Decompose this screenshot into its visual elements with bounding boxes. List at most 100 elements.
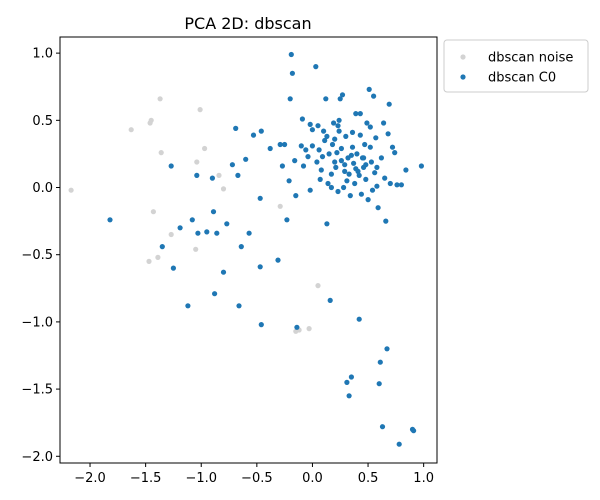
point-s1-75	[343, 133, 349, 139]
point-s1-111	[383, 218, 389, 224]
point-s1-107	[378, 155, 384, 161]
x-tick-label: 0.5	[358, 471, 379, 486]
point-s0-3	[148, 117, 154, 123]
point-s1-20	[238, 244, 244, 250]
point-s1-123	[411, 428, 417, 434]
point-s1-51	[315, 123, 321, 129]
point-s1-9	[204, 229, 210, 235]
point-s1-36	[288, 51, 294, 58]
point-s1-89	[358, 191, 364, 197]
point-s1-17	[233, 125, 239, 131]
point-s1-114	[386, 101, 392, 107]
x-axis: −2.0 −1.5 −1.0 −0.5 0.0 0.5 1.0	[74, 463, 434, 486]
x-tick-label: 1.0	[413, 471, 434, 486]
point-s1-50	[314, 159, 320, 165]
point-s1-32	[282, 141, 288, 148]
point-s1-0	[107, 217, 113, 223]
point-s1-82	[351, 160, 357, 166]
point-s1-142	[374, 164, 380, 170]
y-tick-label: −0.5	[21, 248, 53, 263]
point-s1-81	[349, 144, 356, 150]
point-s1-135	[367, 124, 373, 130]
point-s1-12	[214, 230, 220, 236]
point-s1-48	[309, 127, 315, 133]
point-s1-87	[356, 316, 362, 322]
point-s1-52	[317, 176, 323, 182]
point-s1-109	[381, 120, 387, 126]
point-s1-49	[313, 64, 319, 70]
point-s1-24	[258, 128, 264, 134]
legend-label-0: dbscan noise	[488, 51, 573, 66]
point-s1-69	[336, 117, 342, 123]
x-tick-label: 0.0	[302, 471, 323, 486]
point-s1-58	[324, 221, 330, 227]
point-s1-130	[361, 155, 367, 161]
point-s1-55	[321, 128, 327, 134]
point-s1-8	[195, 230, 201, 236]
point-s1-6	[189, 217, 195, 223]
point-s1-144	[335, 123, 341, 129]
point-s1-132	[332, 159, 338, 165]
point-s0-15	[220, 186, 227, 192]
point-s0-8	[146, 258, 152, 264]
point-s1-3	[170, 265, 176, 271]
point-s0-20	[306, 326, 312, 332]
point-s1-104	[375, 205, 381, 211]
point-s1-80	[348, 374, 354, 380]
point-s1-79	[347, 193, 353, 199]
x-tick-label: −0.5	[241, 471, 273, 486]
point-s1-29	[275, 257, 281, 263]
point-s1-2	[168, 163, 174, 169]
y-tick-label: 0.0	[32, 181, 53, 196]
point-s1-16	[229, 162, 235, 168]
point-s1-83	[352, 180, 358, 187]
point-s1-98	[368, 159, 374, 165]
point-s1-62	[328, 171, 334, 177]
series-0	[68, 96, 321, 334]
point-s1-43	[300, 163, 307, 169]
point-s1-139	[338, 145, 344, 152]
point-s1-76	[344, 379, 350, 385]
point-s1-97	[367, 144, 373, 150]
point-s1-68	[335, 188, 341, 195]
point-s1-5	[185, 303, 191, 309]
point-s1-1	[159, 244, 165, 250]
point-s1-44	[303, 147, 309, 153]
point-s1-143	[346, 393, 352, 399]
point-s0-14	[216, 172, 222, 178]
point-s0-13	[193, 246, 199, 252]
point-s1-27	[258, 322, 264, 328]
point-s1-126	[324, 133, 330, 139]
point-s1-61	[327, 297, 333, 303]
chart-title: PCA 2D: dbscan	[184, 14, 311, 33]
point-s1-116	[389, 144, 396, 150]
point-s1-14	[220, 269, 227, 275]
point-s1-34	[286, 178, 292, 184]
point-s1-96	[366, 86, 372, 92]
point-s1-127	[342, 168, 348, 174]
legend: dbscan noise dbscan C0	[443, 39, 589, 93]
point-s1-119	[396, 441, 402, 447]
point-s1-11	[210, 209, 217, 215]
point-s1-33	[284, 217, 290, 223]
point-s1-25	[257, 195, 263, 201]
point-s1-60	[326, 151, 332, 157]
point-s0-1	[128, 127, 134, 133]
point-s0-19	[293, 328, 299, 334]
point-s1-117	[392, 150, 398, 156]
point-s1-131	[353, 166, 359, 172]
point-s1-31	[279, 163, 285, 169]
point-s1-103	[374, 183, 380, 189]
y-tick-label: −1.5	[21, 383, 53, 398]
point-s1-84	[353, 111, 359, 117]
point-s0-7	[155, 254, 161, 260]
point-s1-57	[323, 96, 329, 102]
point-s0-12	[194, 159, 200, 165]
y-tick-label: 0.5	[32, 114, 53, 129]
point-s1-141	[363, 162, 369, 168]
point-s1-73	[341, 184, 347, 191]
point-s1-47	[309, 143, 315, 149]
x-tick-label: −1.0	[185, 471, 217, 486]
point-s0-10	[197, 107, 203, 113]
